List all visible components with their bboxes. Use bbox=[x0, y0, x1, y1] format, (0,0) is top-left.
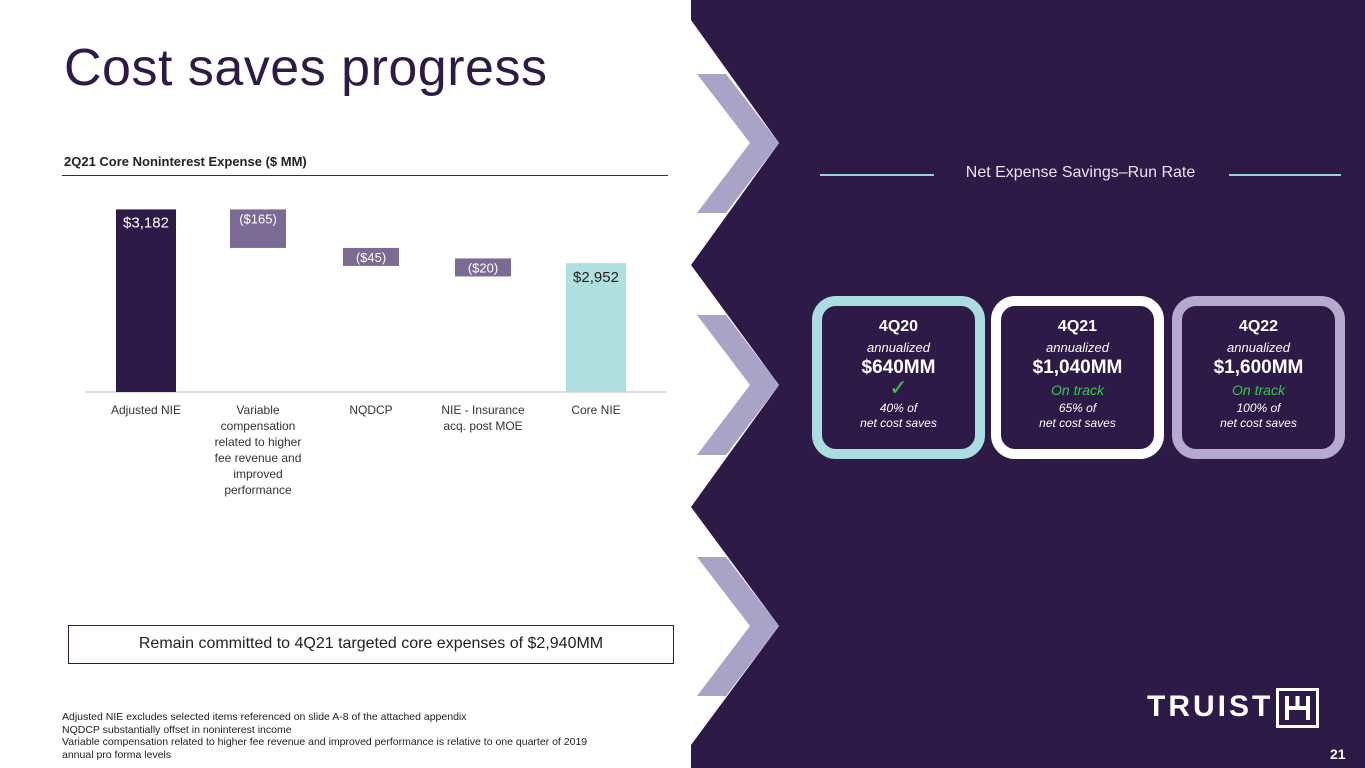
savings-header-rule-left bbox=[820, 174, 934, 176]
footnote-1: Adjusted NIE excludes selected items ref… bbox=[62, 711, 467, 723]
footnote-2: NQDCP substantially offset in noninteres… bbox=[62, 723, 292, 736]
footnote-3: Variable compensation related to higher … bbox=[62, 736, 588, 748]
data-label-2: ($165) bbox=[239, 211, 277, 226]
card-status: On track bbox=[1051, 382, 1104, 398]
truist-logo-mark-icon bbox=[1276, 688, 1319, 728]
bar-2 bbox=[230, 209, 286, 248]
category-label-line: Variable bbox=[236, 403, 280, 417]
category-label-line: performance bbox=[224, 483, 292, 497]
category-label-line: compensation bbox=[220, 419, 296, 433]
bar-3 bbox=[343, 247, 399, 266]
truist-logo-text: TRUIST bbox=[1147, 690, 1274, 723]
data-label-1: $3,182 bbox=[123, 214, 169, 231]
category-label-line: NQDCP bbox=[349, 403, 393, 417]
card-period: 4Q21 bbox=[1057, 318, 1098, 335]
category-label-line: Adjusted NIE bbox=[110, 403, 182, 417]
card-pct-line1: 65% of bbox=[1058, 401, 1097, 415]
category-label-4: NIE - Insurance acq. post MOE bbox=[428, 402, 538, 434]
category-label-3: NQDCP bbox=[316, 402, 426, 418]
chevron-bottom bbox=[697, 557, 779, 696]
savings-card-4q20: 4Q20 annualized $640MM ✓ 40% of net cost… bbox=[812, 296, 985, 459]
bar-5 bbox=[566, 263, 626, 392]
card-status: On track bbox=[1232, 382, 1285, 398]
footnotes: Adjusted NIE excludes selected items ref… bbox=[62, 711, 662, 761]
chart-heading: 2Q21 Core Noninterest Expense ($ MM) bbox=[64, 154, 307, 169]
category-label-line: NIE - Insurance bbox=[441, 403, 525, 417]
card-pct-line2: net cost saves bbox=[860, 416, 937, 430]
card-amount: $1,600MM bbox=[1213, 357, 1304, 378]
savings-card-4q21: 4Q21 annualized $1,040MM On track 65% of… bbox=[991, 296, 1164, 459]
category-label-line: fee revenue and bbox=[214, 451, 302, 465]
savings-card-4q22: 4Q22 annualized $1,600MM On track 100% o… bbox=[1172, 296, 1345, 459]
savings-header-text: Net Expense Savings–Run Rate bbox=[965, 164, 1196, 181]
category-label-1: Adjusted NIE bbox=[91, 402, 201, 418]
category-label-2: Variable compensation related to higher fee… bbox=[203, 402, 313, 498]
card-pct-line1: 40% of bbox=[879, 401, 918, 415]
card-pct-line1: 100% of bbox=[1236, 401, 1281, 415]
page-number: 21 bbox=[1330, 746, 1346, 762]
card-amount: $1,040MM bbox=[1032, 357, 1123, 378]
category-label-line: improved bbox=[233, 467, 283, 481]
card-pct-line2: net cost saves bbox=[1039, 416, 1116, 430]
page-title: Cost saves progress bbox=[64, 39, 548, 97]
data-label-5: $2,952 bbox=[573, 269, 619, 286]
checkmark-icon: ✓ bbox=[889, 375, 908, 400]
card-pct-line2: net cost saves bbox=[1220, 416, 1297, 430]
savings-header-rule-right bbox=[1229, 174, 1341, 176]
waterfall-chart: $3,182 ($165) ($45) ($20) $2,952 bbox=[86, 209, 666, 393]
card-annualized: annualized bbox=[867, 340, 930, 355]
data-label-4: ($20) bbox=[468, 260, 498, 275]
bar-4 bbox=[455, 258, 511, 277]
card-period: 4Q22 bbox=[1238, 318, 1279, 335]
card-period: 4Q20 bbox=[878, 318, 919, 335]
chevron-top bbox=[697, 74, 779, 213]
data-label-3: ($45) bbox=[356, 250, 386, 265]
category-label-line: Core NIE bbox=[571, 403, 621, 417]
category-label-5: Core NIE bbox=[541, 402, 651, 418]
savings-header: Net Expense Savings–Run Rate bbox=[820, 164, 1341, 184]
bar-1 bbox=[116, 209, 176, 392]
chevron-middle bbox=[697, 315, 779, 455]
card-annualized: annualized bbox=[1227, 340, 1290, 355]
chart-heading-rule bbox=[62, 175, 668, 176]
card-amount: $640MM bbox=[861, 357, 936, 378]
footnote-4: annual pro forma levels bbox=[62, 748, 172, 761]
callout-box: Remain committed to 4Q21 targeted core e… bbox=[68, 625, 674, 664]
category-label-line: related to higher bbox=[214, 435, 302, 449]
card-annualized: annualized bbox=[1046, 340, 1109, 355]
category-label-line: acq. post MOE bbox=[443, 419, 523, 433]
